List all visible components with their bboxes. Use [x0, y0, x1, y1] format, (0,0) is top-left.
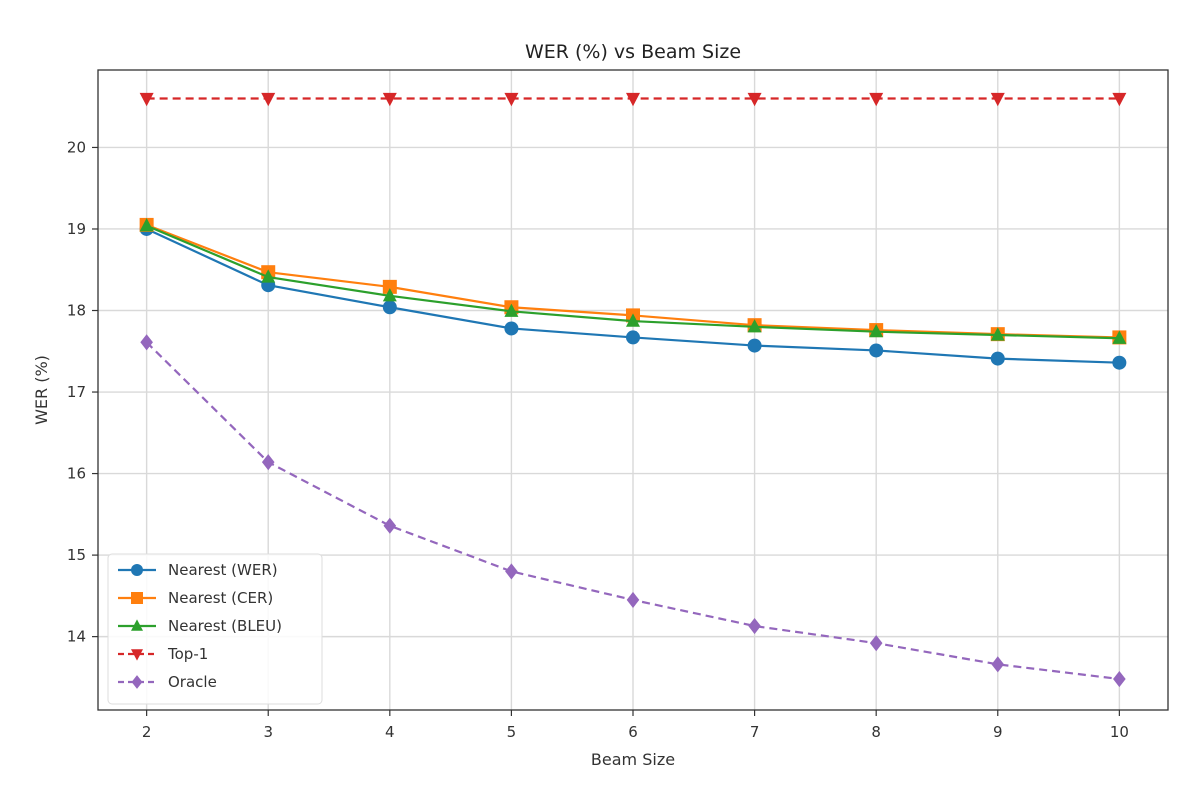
plot-frame	[97, 69, 1169, 711]
legend-swatch-marker	[131, 675, 143, 689]
legend-label: Nearest (BLEU)	[168, 617, 282, 635]
series-nearest-bleu	[139, 218, 1127, 344]
chart-title: WER (%) vs Beam Size	[525, 41, 741, 63]
data-point-nearest-bleu	[1112, 330, 1127, 344]
legend-label: Nearest (WER)	[168, 561, 278, 579]
data-point-oracle	[869, 635, 883, 652]
data-point-oracle	[261, 454, 275, 471]
x-tick-label: 6	[628, 723, 638, 741]
data-point-oracle	[626, 591, 640, 608]
data-point-oracle	[505, 563, 518, 580]
y-tick-label: 14	[67, 628, 86, 646]
data-point-top-1	[869, 92, 884, 107]
legend-swatch-marker	[131, 619, 143, 631]
data-point-nearest-bleu	[261, 269, 276, 283]
y-tick-label: 18	[67, 302, 86, 320]
data-point-nearest-cer	[382, 279, 397, 294]
data-point-oracle	[991, 656, 1005, 673]
data-point-nearest-bleu	[869, 324, 884, 338]
data-point-nearest-bleu	[747, 319, 762, 333]
data-point-nearest-bleu	[504, 303, 519, 317]
data-point-nearest-wer	[626, 330, 640, 345]
legend-label: Oracle	[168, 673, 217, 691]
data-point-oracle	[1113, 670, 1126, 688]
data-point-nearest-wer	[869, 343, 884, 358]
data-point-top-1	[139, 92, 154, 107]
legend-label: Top-1	[167, 645, 208, 663]
y-tick-label: 19	[67, 220, 86, 238]
x-axis-title: Beam Size	[591, 750, 675, 769]
x-tick-label: 2	[142, 723, 152, 741]
x-tick-label: 3	[263, 723, 273, 741]
data-point-nearest-wer	[990, 351, 1005, 366]
x-tick-label: 7	[750, 723, 760, 741]
data-point-nearest-bleu	[139, 218, 154, 232]
data-point-nearest-bleu	[990, 327, 1005, 341]
x-tick-label: 10	[1110, 723, 1129, 741]
data-point-top-1	[504, 92, 519, 107]
series-oracle	[140, 334, 1126, 688]
data-point-top-1	[990, 92, 1005, 107]
data-point-top-1	[1112, 92, 1127, 107]
series-top-1	[139, 92, 1127, 107]
legend-box	[107, 553, 323, 705]
x-tick-label: 4	[385, 723, 395, 741]
legend-swatch-marker	[131, 592, 143, 604]
y-tick-label: 20	[67, 138, 86, 156]
legend-label: Nearest (CER)	[168, 589, 273, 607]
data-point-nearest-wer	[382, 300, 397, 315]
data-point-nearest-wer	[747, 338, 762, 353]
data-point-nearest-wer	[1112, 355, 1127, 370]
data-point-top-1	[626, 92, 640, 107]
y-tick-label: 16	[67, 465, 86, 483]
x-tick-label: 8	[871, 723, 881, 741]
data-point-nearest-wer	[504, 321, 519, 336]
data-point-nearest-bleu	[626, 313, 640, 327]
data-point-top-1	[747, 92, 762, 107]
legend-swatch-marker	[131, 564, 143, 576]
data-point-top-1	[261, 92, 276, 107]
y-tick-label: 15	[67, 546, 86, 564]
data-point-oracle	[383, 517, 397, 534]
data-point-nearest-bleu	[382, 288, 397, 302]
data-point-oracle	[140, 334, 153, 351]
y-axis-title: WER (%)	[32, 355, 51, 425]
data-point-oracle	[748, 617, 761, 635]
legend: Nearest (WER) Nearest (CER) Nearest (BLEU)…	[107, 553, 323, 705]
x-tick-label: 9	[993, 723, 1003, 741]
y-tick-label: 17	[67, 383, 86, 401]
legend-swatch-marker	[131, 649, 143, 661]
data-point-top-1	[382, 92, 397, 107]
x-tick-label: 5	[507, 723, 517, 741]
